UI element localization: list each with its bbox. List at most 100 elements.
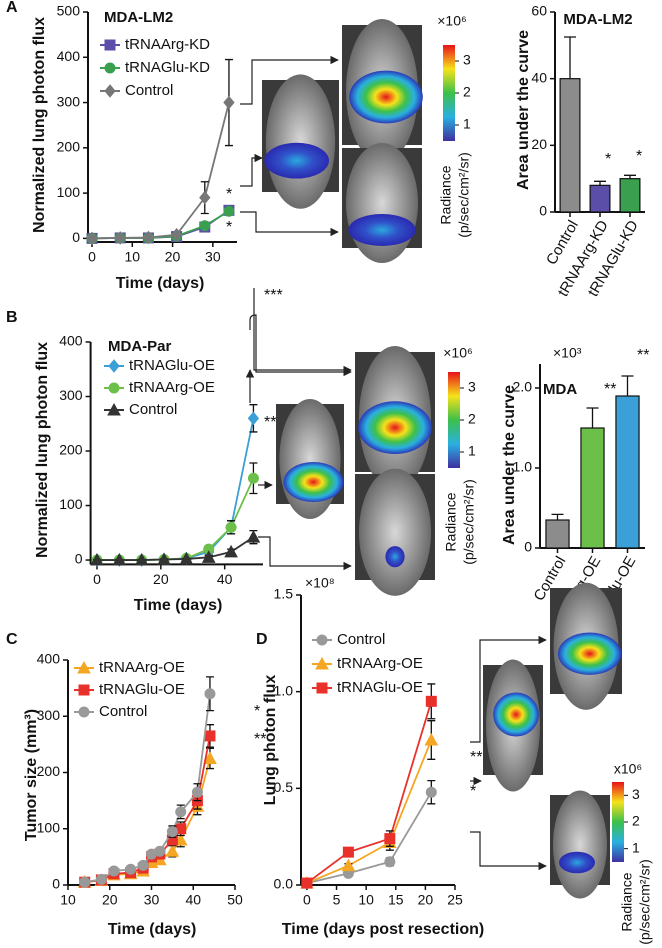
chart-title: MDA-LM2 <box>104 9 173 26</box>
x-axis-label: Time (days) <box>108 921 197 938</box>
legend-label: tRNAGlu-OE <box>129 357 215 374</box>
mouse-body <box>265 74 336 209</box>
marker <box>78 684 90 696</box>
y-tick-label: 300 <box>59 387 83 403</box>
colorbar <box>612 782 624 862</box>
marker <box>204 730 216 742</box>
y-tick-label: 2.0 <box>513 379 533 395</box>
signal <box>559 851 595 874</box>
legend-label: Control <box>99 703 147 720</box>
x-tick-label: 20 <box>153 571 169 587</box>
y-tick-label: 100 <box>57 184 81 200</box>
x-tick-label: 40 <box>217 571 233 587</box>
bar <box>580 427 605 549</box>
series-line <box>96 418 255 561</box>
x-tick-label: 0 <box>88 249 96 265</box>
colorbar-unit: x10⁶ <box>614 761 642 777</box>
y-tick-label: 400 <box>57 48 81 64</box>
legend-label: tRNAGlu-OE <box>337 679 423 696</box>
y-tick-label: 1.0 <box>513 459 533 475</box>
marker <box>79 876 91 888</box>
colorbar-label: Radiance <box>619 872 635 931</box>
y-axis-label: Area under the curve <box>515 30 532 190</box>
bar <box>559 78 581 213</box>
marker <box>108 359 120 373</box>
colorbar-tick-label: 3 <box>463 52 471 68</box>
x-tick-label: 20 <box>102 892 118 908</box>
y-axis-label: Tumor size (mm³) <box>23 709 40 841</box>
marker <box>114 231 126 245</box>
marker <box>316 634 328 646</box>
marker <box>78 706 90 718</box>
colorbar-label: Radiance <box>438 165 454 224</box>
unit-label: ×10⁸ <box>305 575 335 591</box>
y-axis-label: Area under the curve <box>501 385 518 545</box>
error-bar <box>551 513 564 520</box>
marker <box>170 227 183 242</box>
y-axis-label: Normalized lung photon flux <box>34 342 51 558</box>
legend-label: Control <box>337 631 385 648</box>
annotation: * <box>226 219 232 236</box>
y-tick-label: 0 <box>75 551 83 567</box>
chart-title: MDA-LM2 <box>563 11 632 28</box>
y-tick-label: 0.0 <box>274 876 294 892</box>
y-tick-label: 300 <box>57 93 81 109</box>
marker <box>104 62 116 74</box>
legend-label: tRNAGlu-OE <box>99 681 185 698</box>
bar <box>589 184 611 213</box>
marker <box>247 472 259 484</box>
colorbar-tick-label: 1 <box>463 116 471 132</box>
error-bar <box>624 174 636 179</box>
y-tick-label: 400 <box>37 651 61 667</box>
marker <box>223 95 235 110</box>
colorbar-tick-label: 1 <box>632 839 640 855</box>
signal <box>358 401 432 454</box>
marker <box>95 873 107 885</box>
marker <box>191 786 203 798</box>
y-tick-label: 1.5 <box>274 586 294 602</box>
chart-title: MDA <box>543 381 577 398</box>
annotation: * <box>226 186 232 203</box>
marker <box>108 382 120 394</box>
marker <box>247 411 260 426</box>
marker <box>223 205 235 217</box>
y-tick-label: 100 <box>37 819 61 835</box>
x-axis-label: Time (days) <box>116 275 205 292</box>
marker <box>424 732 439 746</box>
arrow <box>240 153 263 187</box>
mouse-body <box>553 790 607 899</box>
marker <box>104 39 116 51</box>
x-tick-label: 0 <box>303 892 311 908</box>
marker <box>201 550 216 563</box>
colorbar-tick-label: 2 <box>632 813 640 829</box>
bar <box>545 519 570 549</box>
annotation: *** <box>264 287 283 304</box>
y-tick-label: 300 <box>37 707 61 723</box>
arrow <box>470 831 547 871</box>
mouse-body <box>359 468 431 596</box>
annotation: ** <box>604 381 616 398</box>
x-tick-label: 0 <box>93 571 101 587</box>
x-tick-label: 5 <box>333 892 341 908</box>
marker <box>341 858 356 872</box>
series-line <box>92 102 230 240</box>
y-tick-label: 0 <box>52 876 60 892</box>
x-tick-label: 30 <box>144 892 160 908</box>
marker <box>112 552 127 566</box>
annotation: ** <box>470 749 482 766</box>
colorbar-tick-label: 1 <box>468 443 476 459</box>
signal <box>349 70 423 124</box>
y-axis-label: Normalized lung photon flux <box>31 17 48 233</box>
colorbar-tick-label: 2 <box>468 411 476 427</box>
error-bar <box>594 180 606 186</box>
y-axis-label: Lung photon flux <box>262 675 279 806</box>
annotation: ** <box>264 414 276 431</box>
colorbar-tick-label: 3 <box>468 379 476 395</box>
panel-letter: C <box>6 631 18 648</box>
marker <box>384 856 396 868</box>
y-tick-label: 60 <box>531 3 547 19</box>
y-tick-label: 40 <box>531 69 547 85</box>
colorbar-tick-label: 3 <box>632 786 640 802</box>
